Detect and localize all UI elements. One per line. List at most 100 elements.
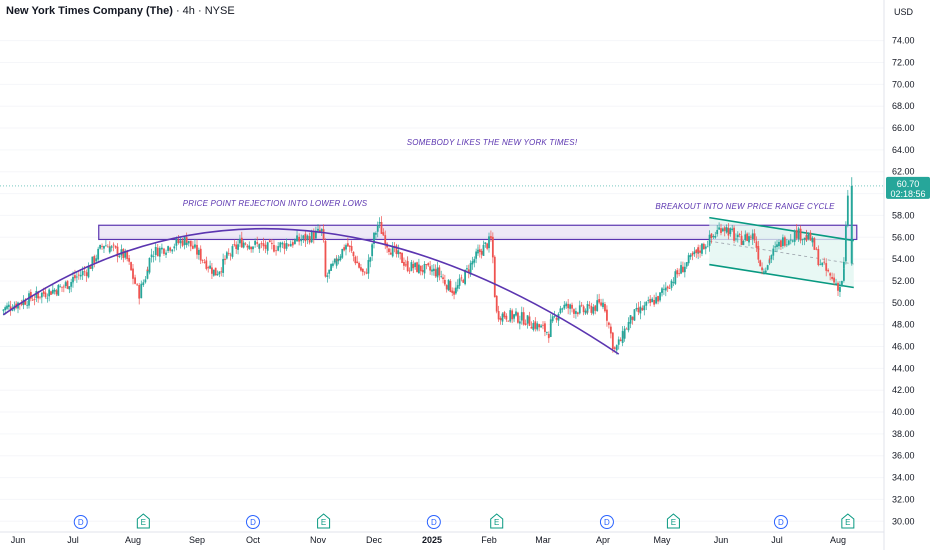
candle-body xyxy=(528,316,531,326)
candle-body xyxy=(235,244,238,250)
dividend-badge[interactable] xyxy=(73,515,88,529)
rounded-top-arc[interactable] xyxy=(2,227,620,355)
earnings-badge[interactable] xyxy=(666,513,680,529)
candle-body xyxy=(746,233,749,241)
candle-body xyxy=(697,247,700,253)
candle-body xyxy=(471,261,474,265)
candle-body xyxy=(462,279,465,283)
candle-body xyxy=(643,305,646,311)
candle-body xyxy=(755,241,758,248)
candle-body xyxy=(501,313,504,322)
candle-body xyxy=(567,303,570,309)
candle-body xyxy=(339,256,342,260)
candle-body xyxy=(674,271,677,284)
candle-body xyxy=(70,281,73,287)
candle-body xyxy=(348,245,351,247)
candle-body xyxy=(466,268,468,270)
candle-body xyxy=(211,267,213,274)
dividend-badge[interactable] xyxy=(426,515,441,529)
candle-body xyxy=(733,231,735,241)
candle-body xyxy=(629,315,632,324)
candle-body xyxy=(262,243,265,247)
candle-body xyxy=(391,245,394,257)
price-tick-label: 30.00 xyxy=(892,516,915,526)
earnings-badge-label: E xyxy=(845,518,850,527)
annotation-breakout[interactable]: BREAKOUT INTO NEW PRICE RANGE CYCLE xyxy=(655,202,835,211)
candle-body xyxy=(427,263,430,266)
candle-body xyxy=(520,312,523,321)
earnings-badge[interactable] xyxy=(317,513,331,529)
time-tick-label: Mar xyxy=(535,535,551,545)
candle-body xyxy=(354,256,357,264)
candle-body xyxy=(467,269,470,273)
candle-body xyxy=(651,298,654,303)
candle-body xyxy=(672,282,675,283)
candle-body xyxy=(477,249,479,252)
earnings-badge[interactable] xyxy=(841,513,855,529)
candle-body xyxy=(318,230,321,232)
candle-body xyxy=(376,225,379,232)
earnings-badge[interactable] xyxy=(136,513,150,529)
candle-body xyxy=(649,298,652,304)
candle-body xyxy=(718,227,720,230)
candle-body xyxy=(484,242,487,244)
price-tick-label: 56.00 xyxy=(892,232,915,242)
candle-body xyxy=(181,240,184,246)
candle-body xyxy=(322,229,325,241)
candle-body xyxy=(631,316,634,320)
candle-body xyxy=(29,291,32,299)
channel-upper-line[interactable] xyxy=(709,216,854,242)
candle-body xyxy=(324,240,327,277)
candle-body xyxy=(571,304,573,309)
candle-body xyxy=(795,230,798,239)
candle-body xyxy=(598,299,601,303)
candle-body xyxy=(829,273,832,276)
candle-body xyxy=(281,242,284,245)
candle-body xyxy=(328,269,331,274)
candle-body xyxy=(538,324,541,328)
candle-body xyxy=(283,243,286,249)
candle-body xyxy=(382,232,385,236)
candle-body xyxy=(312,232,315,240)
candle-body xyxy=(846,195,849,226)
candle-body xyxy=(152,255,155,257)
annotation-headline[interactable]: SOMEBODY LIKES THE NEW YORK TIMES! xyxy=(407,138,578,147)
candle-body xyxy=(837,282,839,291)
annotation-rejection[interactable]: PRICE POINT REJECTION INTO LOWER LOWS xyxy=(183,199,368,208)
candle-body xyxy=(639,306,642,314)
candle-body xyxy=(214,267,217,276)
candle-body xyxy=(839,286,841,292)
candle-body xyxy=(841,280,843,286)
earnings-badge[interactable] xyxy=(490,513,504,529)
dividend-badge[interactable] xyxy=(246,515,260,529)
dividend-badge[interactable] xyxy=(773,515,788,529)
price-tick-label: 54.00 xyxy=(892,254,915,264)
candle-body xyxy=(371,244,374,247)
candle-body xyxy=(573,309,575,314)
candle-body xyxy=(701,243,703,254)
candle-body xyxy=(161,247,163,250)
candle-body xyxy=(497,311,500,320)
candle-body xyxy=(835,283,837,285)
candle-body xyxy=(308,236,311,243)
candle-body xyxy=(220,271,223,273)
candle-body xyxy=(482,244,485,256)
candle-body xyxy=(490,236,492,239)
candle-body xyxy=(458,278,461,286)
dividend-badge[interactable] xyxy=(599,515,614,529)
time-axis[interactable]: Jun Jul Aug Sep Oct Nov Dec 2025 Feb Mar Apr May Jun… xyxy=(0,531,884,545)
candle-body xyxy=(807,232,810,240)
dividend-badge-label: D xyxy=(431,518,437,527)
candle-body xyxy=(680,265,682,274)
candle-body xyxy=(304,233,307,242)
dividend-badge-label: D xyxy=(604,518,610,527)
candle-body xyxy=(187,240,190,244)
candle-body xyxy=(676,270,679,275)
candle-body xyxy=(203,262,206,263)
channel-lower-line[interactable] xyxy=(709,263,854,289)
candle-body xyxy=(24,300,27,305)
